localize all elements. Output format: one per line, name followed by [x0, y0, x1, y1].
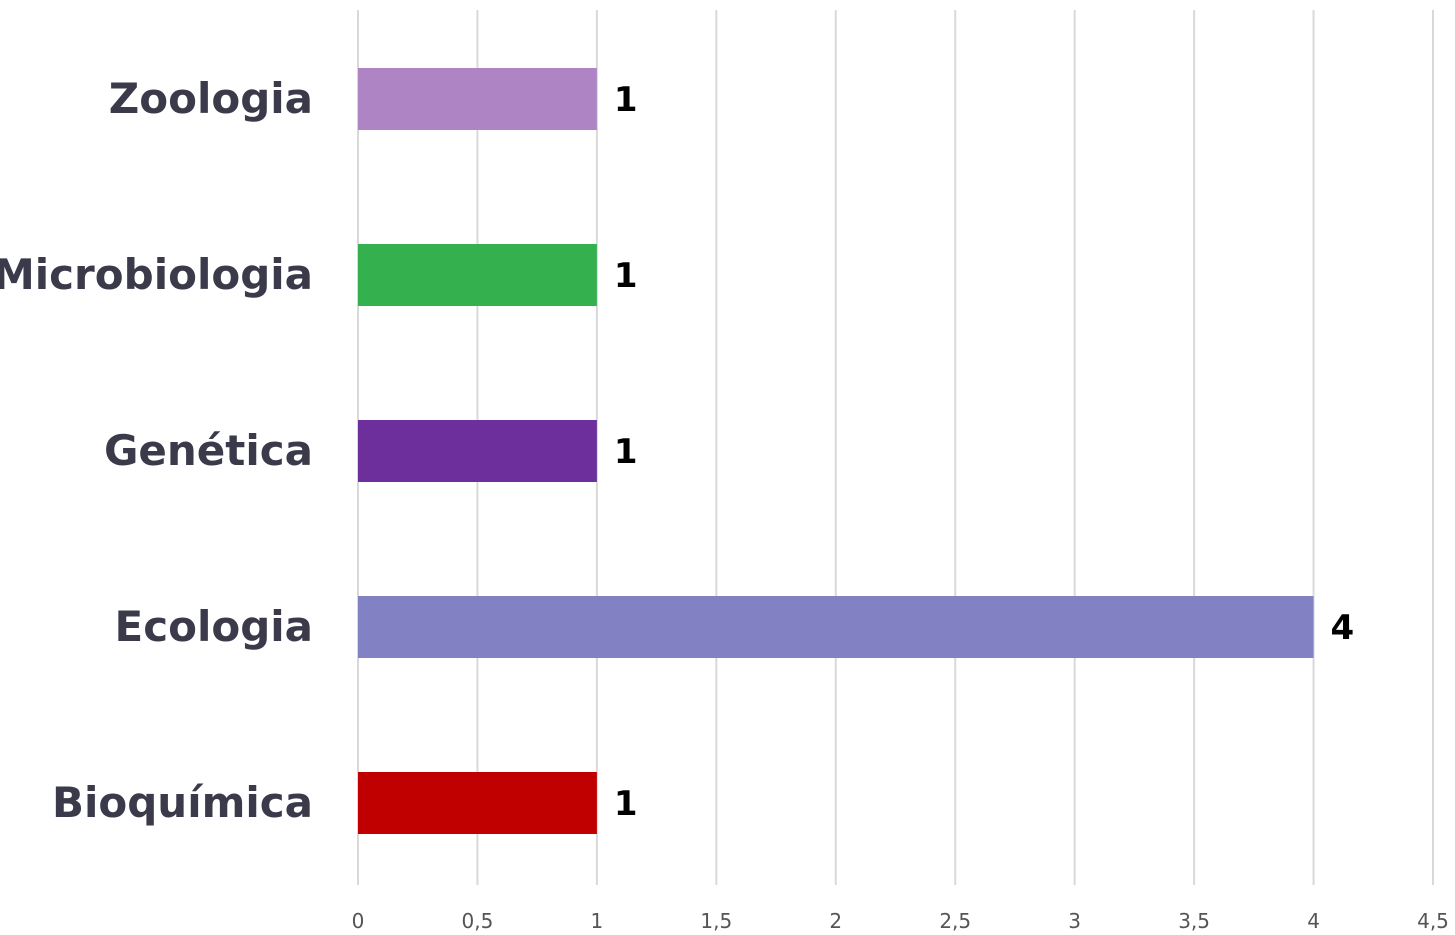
x-tick-label-9: 4,5	[1417, 909, 1449, 933]
x-tick-label-5: 2,5	[939, 909, 971, 933]
category-label-0: Zoologia	[109, 74, 313, 123]
bar-zoologia	[358, 68, 597, 130]
category-labels: Zoologia Microbiologia Genética Ecologia Bio…	[0, 74, 313, 827]
bar-microbiologia	[358, 244, 597, 306]
data-label-1: 1	[614, 256, 638, 296]
x-tick-label-6: 3	[1068, 909, 1081, 933]
data-label-0: 1	[614, 80, 638, 120]
x-tick-label-8: 4	[1307, 909, 1320, 933]
x-tick-label-2: 1	[591, 909, 604, 933]
x-tick-label-3: 1,5	[700, 909, 732, 933]
bar-bioquímica	[358, 772, 597, 834]
gridlines	[357, 10, 1434, 885]
category-label-4: Bioquímica	[52, 778, 313, 827]
bar-ecologia	[358, 596, 1314, 658]
data-labels: 1 1 1 4 1	[614, 80, 1354, 824]
x-tick-label-1: 0,5	[462, 909, 494, 933]
category-label-3: Ecologia	[115, 602, 314, 651]
data-label-2: 1	[614, 432, 638, 472]
x-tick-label-7: 3,5	[1178, 909, 1210, 933]
x-tick-label-0: 0	[352, 909, 365, 933]
data-label-4: 1	[614, 784, 638, 824]
category-label-2: Genética	[104, 426, 313, 475]
x-axis-tick-labels: 0 0,5 1 1,5 2 2,5 3 3,5 4 4,5	[352, 909, 1449, 933]
x-tick-label-4: 2	[829, 909, 842, 933]
data-label-3: 4	[1331, 608, 1355, 648]
category-label-1: Microbiologia	[0, 250, 313, 299]
bar-genética	[358, 420, 597, 482]
bars	[358, 68, 1314, 834]
